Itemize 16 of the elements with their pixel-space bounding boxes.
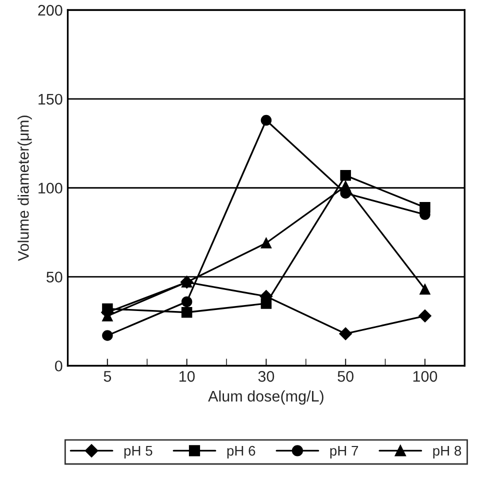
legend-label: pH 8 (433, 446, 462, 458)
x-axis-title: Alum dose(mg/L) (208, 390, 324, 405)
x-tick-label: 30 (258, 370, 274, 382)
legend-label: pH 5 (124, 446, 152, 458)
y-tick-label: 0 (55, 360, 62, 372)
x-tick-label: 5 (104, 371, 112, 382)
y-tick-label: 200 (38, 4, 62, 16)
y-axis-title: Volume diameter(μm) (18, 116, 32, 261)
x-tick-label: 100 (413, 370, 438, 382)
y-tick-label: 150 (38, 94, 62, 105)
y-tick-label: 100 (38, 182, 62, 194)
x-tick-label: 10 (179, 370, 195, 382)
legend-label: pH 7 (330, 446, 358, 458)
legend-label: pH 6 (227, 446, 256, 458)
y-tick-label: 50 (46, 272, 62, 282)
x-tick-label: 50 (338, 370, 354, 382)
